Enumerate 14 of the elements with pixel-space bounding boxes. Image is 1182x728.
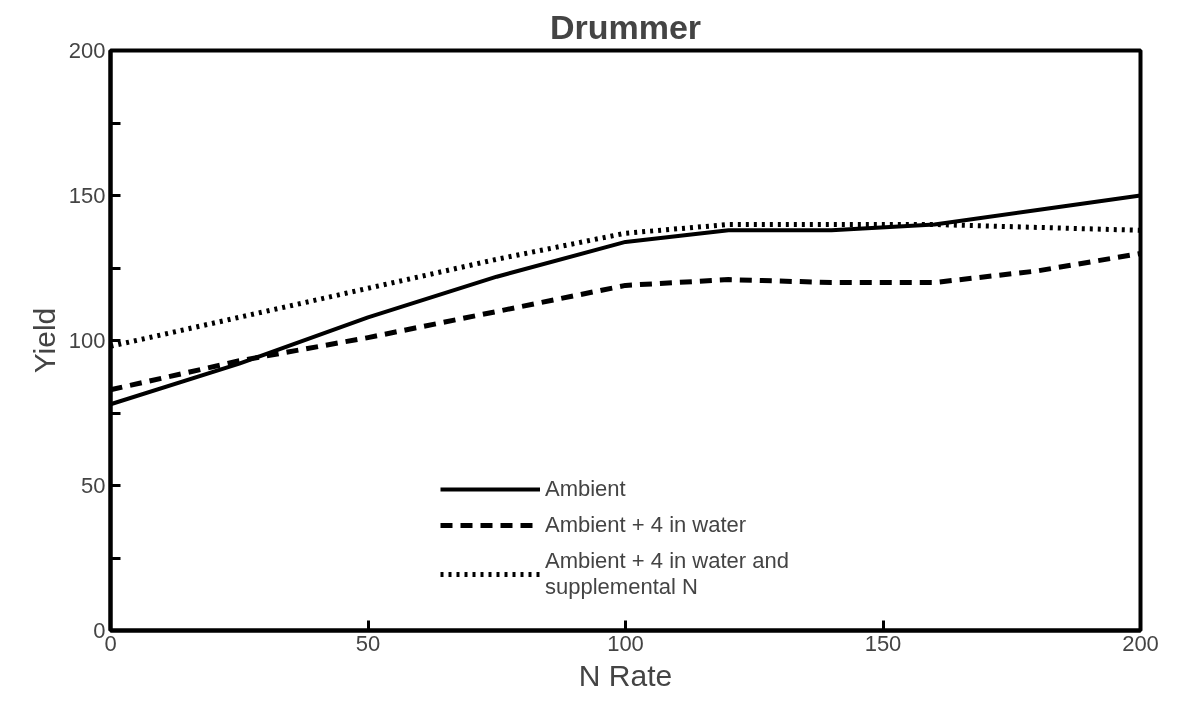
y-tick-label: 100 xyxy=(68,328,106,353)
x-tick-label: 50 xyxy=(355,630,381,656)
x-tick-label: 100 xyxy=(607,630,644,656)
y-tick-label: 50 xyxy=(81,473,106,498)
x-axis-title: N Rate xyxy=(578,658,673,692)
legend-label: Ambient + 4 in water xyxy=(545,512,747,538)
legend-label: Ambient xyxy=(545,476,626,502)
y-tick-label: 150 xyxy=(68,183,106,208)
y-axis-title: Yield xyxy=(27,307,61,374)
x-tick-label: 150 xyxy=(864,630,902,656)
legend-label: Ambient + 4 in water and supplemental N xyxy=(545,548,789,600)
chart-title: Drummer xyxy=(549,7,702,46)
y-tick-label: 200 xyxy=(68,38,106,63)
x-tick-label: 200 xyxy=(1122,630,1159,656)
